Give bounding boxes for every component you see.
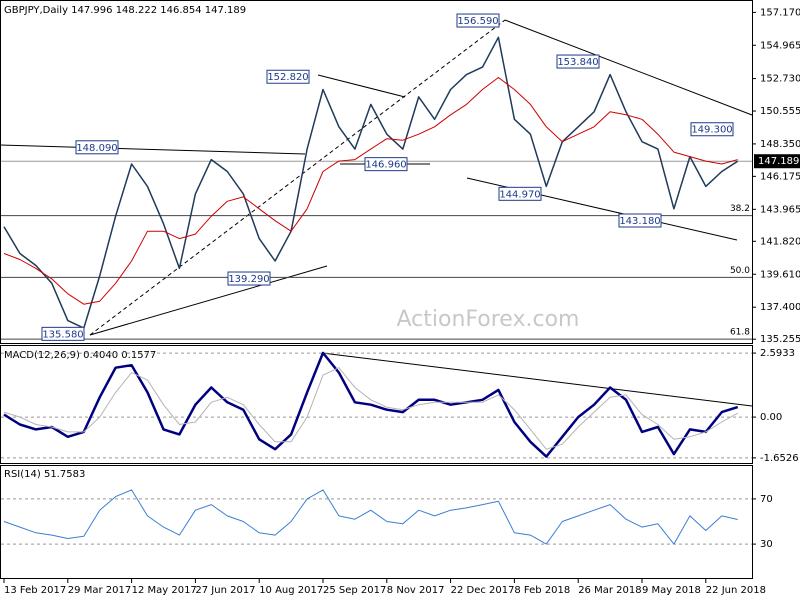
trend-line bbox=[317, 74, 406, 98]
last-price-box bbox=[754, 154, 800, 169]
annotation-label: 149.300 bbox=[691, 125, 732, 136]
x-tick-label: 10 Aug 2017 bbox=[259, 585, 323, 596]
y-tick-label: 137.400 bbox=[760, 302, 800, 313]
annotation-label: 144.970 bbox=[499, 189, 540, 200]
annotation-label: 143.180 bbox=[619, 216, 660, 227]
annotation-box bbox=[456, 13, 500, 28]
y-tick-label: 141.820 bbox=[760, 236, 800, 247]
annotation-label: 156.590 bbox=[457, 16, 498, 27]
fib-label: 38.2 bbox=[730, 204, 750, 214]
y-tick-label: 148.350 bbox=[760, 139, 800, 150]
series-line bbox=[3, 77, 738, 305]
annotation-box bbox=[364, 157, 408, 172]
annotation-box bbox=[41, 326, 85, 341]
y-tick-label: -1.6526 bbox=[760, 453, 799, 464]
x-tick-label: 26 Mar 2018 bbox=[578, 585, 641, 596]
price-frame bbox=[0, 0, 753, 344]
x-tick-label: 22 Dec 2017 bbox=[451, 585, 515, 596]
macd-frame bbox=[0, 345, 753, 464]
annotation-box bbox=[75, 140, 119, 155]
y-tick-label: 2.5933 bbox=[760, 348, 795, 359]
y-tick-label: 150.555 bbox=[760, 106, 800, 117]
y-tick-label: 139.610 bbox=[760, 269, 800, 280]
x-tick-label: 25 Sep 2017 bbox=[323, 585, 386, 596]
annotation-box bbox=[618, 213, 662, 228]
watermark: ActionForex.com bbox=[397, 307, 580, 332]
series-line bbox=[3, 489, 738, 545]
macd-title: MACD(12,26,9) 0.4040 0.1577 bbox=[4, 350, 156, 361]
annotation-label: 135.580 bbox=[42, 329, 83, 340]
y-tick-label: 146.175 bbox=[760, 171, 800, 182]
annotation-label: 152.820 bbox=[267, 72, 308, 83]
annotation-label: 146.960 bbox=[365, 160, 406, 171]
x-tick-label: 8 Feb 2018 bbox=[514, 585, 570, 596]
x-tick-label: 12 May 2017 bbox=[132, 585, 197, 596]
annotation-box bbox=[556, 54, 600, 69]
fib-label: 61.8 bbox=[730, 328, 750, 338]
fib-label: 50.0 bbox=[730, 266, 750, 276]
y-tick-label: 135.255 bbox=[760, 334, 800, 345]
y-tick-label: 143.965 bbox=[760, 204, 800, 215]
annotation-box bbox=[690, 122, 734, 137]
annotation-label: 139.290 bbox=[228, 274, 269, 285]
price-title: GBPJPY,Daily 147.996 148.222 146.854 147… bbox=[4, 5, 246, 16]
annotation-box bbox=[266, 69, 310, 84]
trend-line bbox=[0, 144, 306, 155]
trend-line bbox=[89, 19, 506, 336]
y-tick-label: 157.170 bbox=[760, 7, 800, 18]
trend-line bbox=[321, 352, 753, 407]
trend-line bbox=[504, 19, 753, 116]
rsi-frame bbox=[0, 465, 753, 579]
x-tick-label: 29 Mar 2017 bbox=[68, 585, 131, 596]
y-tick-label: 70 bbox=[760, 494, 773, 505]
annotation-box bbox=[227, 271, 271, 286]
y-tick-label: 154.965 bbox=[760, 40, 800, 51]
rsi-title: RSI(14) 51.7583 bbox=[4, 469, 85, 480]
series-line bbox=[3, 367, 738, 450]
annotation-label: 148.090 bbox=[76, 143, 117, 154]
annotation-box bbox=[498, 186, 542, 201]
annotation-label: 153.840 bbox=[557, 57, 598, 68]
last-price-label: 147.189 bbox=[758, 156, 799, 167]
series-line bbox=[3, 36, 739, 329]
y-tick-label: 30 bbox=[760, 539, 773, 550]
y-tick-label: 0.00 bbox=[760, 412, 782, 423]
x-tick-label: 27 Jun 2017 bbox=[195, 585, 255, 596]
x-tick-label: 8 Nov 2017 bbox=[387, 585, 445, 596]
x-tick-label: 22 Jun 2018 bbox=[706, 585, 766, 596]
y-tick-label: 152.730 bbox=[760, 74, 800, 85]
x-tick-label: 13 Feb 2017 bbox=[4, 585, 66, 596]
series-line bbox=[3, 351, 739, 458]
x-tick-label: 9 May 2018 bbox=[642, 585, 701, 596]
